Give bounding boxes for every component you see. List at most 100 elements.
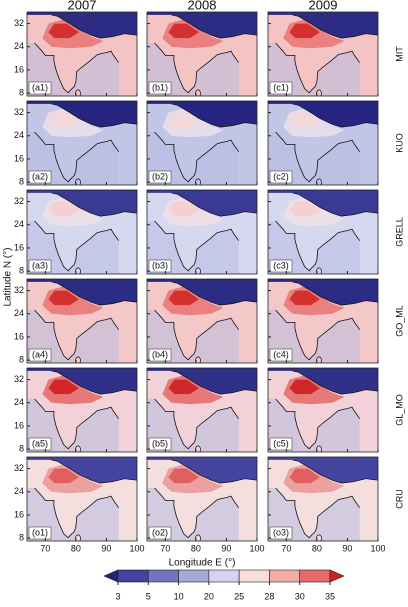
x-tick-label: 70 [281,543,291,553]
x-tick-label: 80 [312,543,322,553]
coastline [154,309,240,361]
hot-core [168,290,199,306]
panel-label-box [28,81,52,95]
border-line [51,459,137,484]
y-tick-label: 8 [19,176,24,186]
coastline [154,42,240,94]
panel-frame [26,189,138,275]
coastline [154,398,240,450]
panel-frame [26,100,138,186]
panel-frame [26,278,138,364]
cold-region [268,457,378,484]
y-tick-label: 32 [14,374,24,384]
cold-region [147,12,257,39]
coastline [34,398,120,450]
cold-region [147,101,257,128]
panel-label-box [269,81,293,95]
border-line [171,459,257,484]
hot-core [289,201,320,217]
panel-frame [267,278,379,364]
colorbar-tick-label: 35 [325,591,335,601]
panel-frame [146,456,258,542]
row-label: KUO [394,133,404,153]
coastline [154,220,240,272]
coastline [275,220,361,272]
border-line [292,281,378,306]
panel-label: (b1) [152,82,168,92]
panel-label-box [28,526,52,540]
colorbar-tick-label: 3 [115,591,120,601]
panel-frame [146,100,258,186]
row-label: GL_MO [394,394,404,426]
cold-region [27,101,137,128]
panel-frame [26,456,138,542]
panel-frame [146,11,258,97]
border-line [171,14,257,39]
cold-region [27,368,137,395]
panel-label-box [269,259,293,273]
x-axis-label: Longitude E (°) [169,558,236,569]
y-tick-label: 24 [14,219,24,229]
x-tick-label: 90 [101,543,111,553]
cold-region [268,279,378,306]
x-tick-label: 70 [160,543,170,553]
colorbar-segment [238,569,270,583]
colorbar-segment [299,569,331,583]
panel-label: (a4) [32,349,48,359]
panel-frame [267,456,379,542]
panel-label-box [269,170,293,184]
panel-label: (c1) [273,82,289,92]
colorbar-segment [178,569,210,583]
colorbar-tick-label: 20 [204,591,214,601]
border-line [171,281,257,306]
hot-core [48,201,79,217]
panel-label-box [28,437,52,451]
cold-region [27,279,137,306]
cold-region [268,368,378,395]
hot-core [48,468,79,484]
coastline [34,42,120,94]
hot-core [48,112,79,128]
x-tick-label: 80 [71,543,81,553]
row-label: GRELL [394,217,404,247]
x-tick-label: 80 [191,543,201,553]
colorbar-tick-label: 28 [264,591,274,601]
panel-label-box [148,348,172,362]
x-tick-label: 100 [370,543,385,553]
y-tick-label: 8 [19,443,24,453]
y-tick-label: 32 [14,463,24,473]
y-tick-label: 24 [14,486,24,496]
map-panel [268,101,378,185]
y-tick-label: 16 [14,242,24,252]
y-tick-label: 24 [14,41,24,51]
y-tick-label: 32 [14,107,24,117]
border-line [292,103,378,128]
column-title: 2009 [309,0,338,12]
coastline [34,309,120,361]
y-tick-label: 16 [14,64,24,74]
colorbar-tick-label: 10 [174,591,184,601]
panel-frame [146,278,258,364]
coastline [154,131,240,183]
panel-label: (c4) [273,349,289,359]
cold-region [268,190,378,217]
border-line [51,103,137,128]
x-tick-label: 90 [342,543,352,553]
border-line [171,192,257,217]
x-tick-label: 100 [249,543,264,553]
panel-label-box [28,170,52,184]
coastline [275,487,361,539]
panel-label: (a3) [32,260,48,270]
colorbar-segment [208,569,240,583]
cold-region [147,457,257,484]
cold-region [268,12,378,39]
panel-label-box [28,348,52,362]
panel-label-box [269,526,293,540]
cold-region [27,190,137,217]
coastline [154,487,240,539]
panel-label: (o2) [152,527,168,537]
hot-core [168,468,199,484]
y-tick-label: 8 [19,265,24,275]
hot-core [168,23,199,39]
column-title: 2008 [188,0,217,12]
